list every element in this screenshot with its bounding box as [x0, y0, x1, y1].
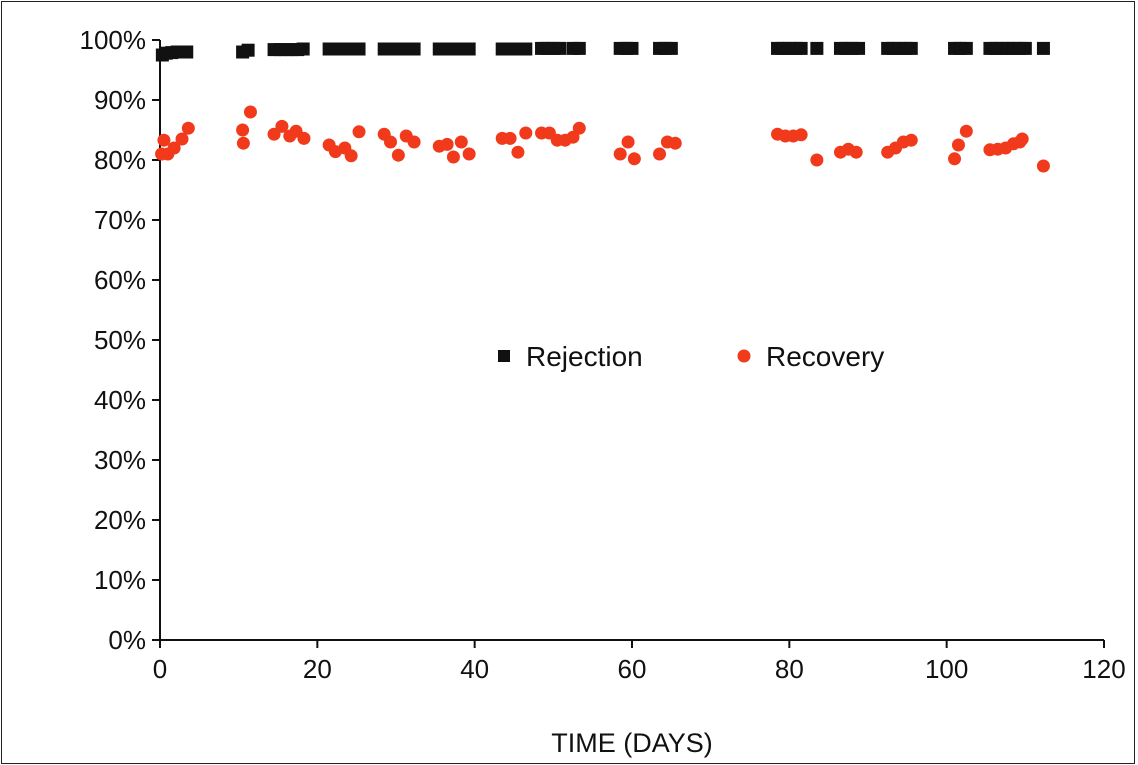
recovery-point: [181, 121, 195, 135]
recovery-point: [904, 133, 918, 147]
recovery-point: [275, 119, 289, 133]
rejection-point: [180, 45, 194, 59]
recovery-point: [653, 147, 667, 161]
y-tick-label: 40%: [94, 385, 146, 415]
x-tick-label: 40: [460, 654, 489, 684]
recovery-point: [446, 150, 460, 164]
rejection-point: [794, 41, 808, 55]
recovery-point: [1036, 159, 1050, 173]
y-tick-label: 70%: [94, 205, 146, 235]
recovery-point: [849, 145, 863, 159]
rejection-point: [959, 41, 973, 55]
rejection-point: [296, 42, 310, 56]
recovery-point: [519, 126, 533, 140]
rejection-point: [625, 41, 639, 55]
recovery-point: [383, 135, 397, 149]
recovery-point: [236, 123, 250, 137]
recovery-point: [344, 149, 358, 163]
recovery-point: [297, 131, 311, 145]
rejection-point: [852, 41, 866, 55]
recovery-point: [810, 153, 824, 167]
recovery-point: [621, 135, 635, 149]
rejection-point: [462, 42, 476, 56]
legend-label-rejection: Rejection: [526, 341, 643, 372]
legend-marker-rejection: [498, 350, 510, 362]
rejection-point: [553, 41, 567, 55]
y-tick-label: 30%: [94, 445, 146, 475]
y-tick-label: 100%: [80, 25, 147, 55]
recovery-point: [167, 141, 181, 155]
x-axis-label: TIME (DAYS): [551, 728, 713, 758]
rejection-point: [241, 43, 255, 57]
rejection-point: [407, 42, 421, 56]
legend-marker-recovery: [737, 349, 751, 363]
rejection-point: [1036, 41, 1050, 55]
recovery-point: [243, 105, 257, 119]
recovery-point: [572, 121, 586, 135]
recovery-point: [462, 147, 476, 161]
recovery-point: [175, 132, 189, 146]
y-tick-label: 60%: [94, 265, 146, 295]
rejection-point: [572, 41, 586, 55]
recovery-point: [511, 145, 525, 159]
x-tick-label: 80: [775, 654, 804, 684]
recovery-point: [627, 152, 641, 166]
y-tick-label: 80%: [94, 145, 146, 175]
recovery-point: [157, 133, 171, 147]
legend-label-recovery: Recovery: [766, 341, 884, 372]
recovery-point: [948, 152, 962, 166]
data-marks: [155, 41, 1050, 173]
recovery-point: [668, 136, 682, 150]
rejection-point: [664, 41, 678, 55]
recovery-point: [352, 125, 366, 139]
recovery-point: [236, 136, 250, 150]
legend: Rejection Recovery: [498, 341, 884, 372]
rejection-point: [810, 41, 824, 55]
recovery-point: [1015, 132, 1029, 146]
y-tick-label: 90%: [94, 85, 146, 115]
recovery-point: [391, 148, 405, 162]
recovery-point: [613, 147, 627, 161]
x-tick-label: 120: [1082, 654, 1125, 684]
recovery-point: [503, 131, 517, 145]
rejection-point: [352, 42, 366, 56]
recovery-point: [794, 128, 808, 142]
y-tick-label: 0%: [108, 625, 146, 655]
recovery-point: [407, 135, 421, 149]
rejection-point: [1018, 41, 1032, 55]
y-tick-label: 10%: [94, 565, 146, 595]
x-tick-label: 20: [303, 654, 332, 684]
x-tick-label: 100: [925, 654, 968, 684]
rejection-point: [519, 42, 533, 56]
recovery-point: [566, 130, 580, 144]
y-tick-label: 20%: [94, 505, 146, 535]
x-tick-label: 0: [153, 654, 167, 684]
recovery-point: [454, 135, 468, 149]
axes: 0% 10% 20% 30% 40% 50% 60% 70% 80% 90% 100% 0 20 40 60…: [80, 25, 1126, 684]
recovery-point: [440, 137, 454, 151]
x-tick-label: 60: [618, 654, 647, 684]
y-tick-label: 50%: [94, 325, 146, 355]
recovery-point: [959, 124, 973, 138]
recovery-point: [951, 138, 965, 152]
rejection-point: [904, 41, 918, 55]
